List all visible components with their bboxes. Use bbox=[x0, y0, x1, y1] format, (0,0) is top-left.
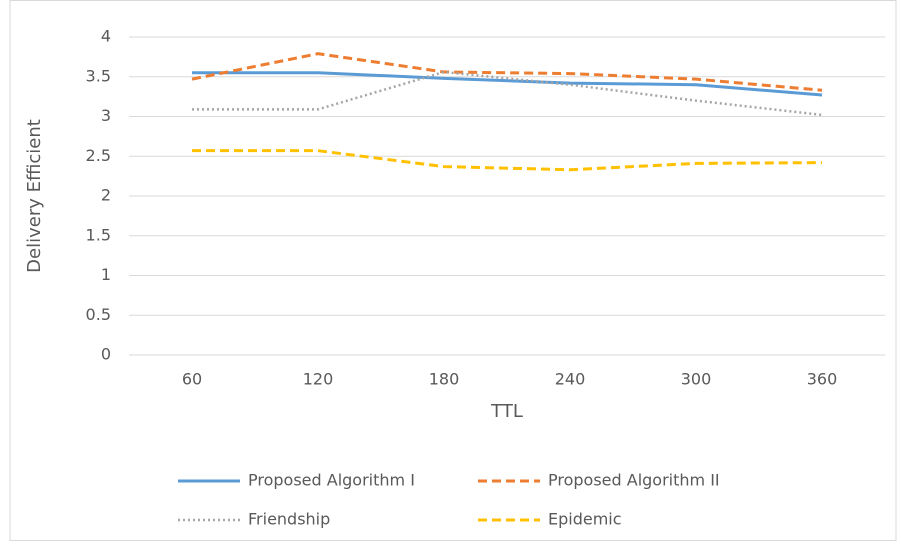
y-tick-label: 1 bbox=[101, 265, 111, 284]
legend-label: Epidemic bbox=[548, 510, 622, 529]
y-axis-label: Delivery Efficient bbox=[24, 119, 45, 273]
y-tick-label: 2.5 bbox=[86, 146, 111, 165]
x-tick-label: 60 bbox=[182, 370, 202, 389]
series-line bbox=[192, 149, 823, 172]
legend-label: Friendship bbox=[248, 510, 330, 529]
y-tick-label: 0 bbox=[101, 345, 111, 364]
x-tick-label: 180 bbox=[429, 370, 460, 389]
y-tick-label: 4 bbox=[101, 27, 111, 46]
y-tick-label: 2 bbox=[101, 186, 111, 205]
x-tick-label: 360 bbox=[807, 370, 838, 389]
series-line bbox=[192, 71, 823, 97]
y-tick-label: 1.5 bbox=[86, 225, 111, 244]
x-tick-label: 120 bbox=[303, 370, 334, 389]
x-axis-label: TTL bbox=[490, 401, 523, 422]
legend-label: Proposed Algorithm II bbox=[548, 471, 720, 490]
y-tick-label: 0.5 bbox=[86, 305, 111, 324]
y-tick-label: 3 bbox=[101, 106, 111, 125]
x-tick-label: 300 bbox=[681, 370, 712, 389]
series-line bbox=[192, 70, 823, 117]
chart-frame bbox=[9, 0, 897, 541]
legend-label: Proposed Algorithm I bbox=[248, 471, 415, 490]
y-tick-label: 3.5 bbox=[86, 66, 111, 85]
x-tick-label: 240 bbox=[555, 370, 586, 389]
